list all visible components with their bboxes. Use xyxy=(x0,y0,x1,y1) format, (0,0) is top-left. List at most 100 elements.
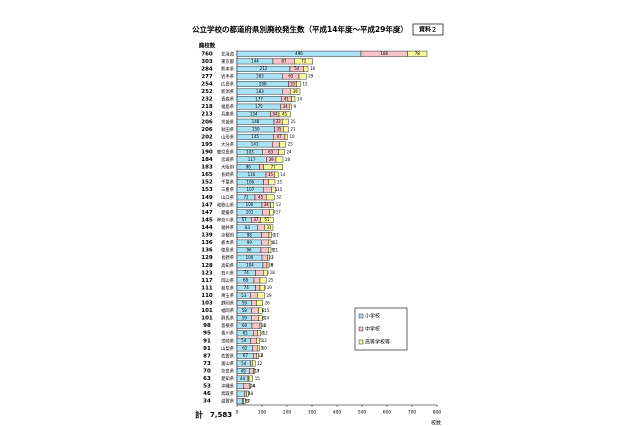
value-label: 29 xyxy=(308,74,314,79)
total-label: 34 xyxy=(203,399,211,405)
value-label: 25 xyxy=(268,278,274,283)
bar-segment xyxy=(250,337,257,344)
value-label: 37 xyxy=(253,217,259,222)
value-label: 18 xyxy=(270,270,276,275)
value-label: 15 xyxy=(277,187,283,192)
value-label: 54 xyxy=(241,338,247,343)
total-label: 145 xyxy=(201,217,213,223)
total-label: 165 xyxy=(201,172,213,178)
value-label: 23 xyxy=(244,399,250,404)
total-label: 254 xyxy=(201,81,213,87)
bar-segment xyxy=(264,224,274,231)
value-label: 19 xyxy=(258,346,264,351)
value-label: 12 xyxy=(258,353,264,358)
value-label: 28 xyxy=(285,157,291,162)
total-label: 184 xyxy=(201,157,213,163)
total-label: 206 xyxy=(201,127,213,133)
bar-segment xyxy=(303,65,309,72)
value-label: 99 xyxy=(247,240,253,245)
x-axis-label: 校数 xyxy=(431,420,441,426)
bar-segment xyxy=(270,201,274,208)
total-label: 144 xyxy=(201,225,213,231)
value-label: 45 xyxy=(282,112,288,117)
value-label: 100 xyxy=(246,255,254,260)
x-tick-label: 300 xyxy=(308,410,317,416)
value-label: 30 xyxy=(270,232,276,237)
value-label: 98 xyxy=(247,232,253,237)
value-label: 35 xyxy=(276,127,282,132)
total-label: 70 xyxy=(203,369,211,375)
total-label: 91 xyxy=(203,338,211,344)
x-tick-label: 700 xyxy=(408,410,417,416)
category-label: 山口県 xyxy=(221,194,235,201)
value-label: 141 xyxy=(251,142,259,147)
total-label: 117 xyxy=(201,278,213,284)
bar-segment xyxy=(236,398,243,405)
bar-segment xyxy=(278,149,285,155)
value-label: 4 xyxy=(252,383,255,388)
value-label: 83 xyxy=(245,225,251,230)
category-label: 神奈川県 xyxy=(217,216,235,223)
category-label: 和歌山県 xyxy=(217,201,235,208)
value-label: 22 xyxy=(269,255,275,260)
bar-segment xyxy=(269,209,274,216)
bar-segment xyxy=(243,398,246,405)
bar-segment xyxy=(275,156,284,163)
value-label: 24 xyxy=(287,149,293,154)
total-label: 136 xyxy=(201,248,213,254)
category-label: 熊本県 xyxy=(221,65,235,72)
value-label: 29 xyxy=(267,293,273,298)
bar-segment xyxy=(257,292,265,299)
value-label: 58 xyxy=(242,308,248,313)
bar-segment xyxy=(291,96,296,103)
value-label: 148 xyxy=(252,119,260,124)
bar-segment xyxy=(261,254,268,261)
x-tick-label: 100 xyxy=(258,410,267,416)
bar-segment xyxy=(256,337,260,344)
value-label: 15 xyxy=(303,81,309,86)
badge-box xyxy=(412,23,444,36)
value-label: 134 xyxy=(250,112,258,117)
value-label: 206 xyxy=(259,81,267,86)
bar-segment xyxy=(253,368,255,374)
category-label: 鳥取県 xyxy=(221,390,235,397)
value-label: 25 xyxy=(258,338,264,343)
bar-segment xyxy=(246,390,249,397)
bar-segment xyxy=(289,103,292,110)
total-label: 91 xyxy=(203,346,211,352)
category-label: 滋賀県 xyxy=(221,398,235,405)
category-label: 宮崎県 xyxy=(221,337,235,344)
value-label: 175 xyxy=(255,104,263,109)
value-label: 41 xyxy=(284,96,290,101)
value-label: 34 xyxy=(272,112,278,117)
bar-segment xyxy=(279,141,286,148)
bar-segment xyxy=(258,315,263,322)
value-label: 12 xyxy=(263,331,269,336)
value-label: 212 xyxy=(260,66,268,71)
bar-segment xyxy=(266,194,275,201)
bar-segment xyxy=(262,262,268,269)
total-label: 760 xyxy=(201,51,213,57)
total-label: 195 xyxy=(201,142,213,148)
legend-label: 中学校 xyxy=(365,326,380,333)
value-label: 49 xyxy=(241,368,247,373)
total-label: 277 xyxy=(201,74,213,80)
value-label: 34 xyxy=(264,202,270,207)
bar-segment xyxy=(260,217,274,223)
bar-segment xyxy=(283,126,289,133)
grand-total: 7,583 xyxy=(210,411,232,419)
value-label: 25 xyxy=(277,179,283,184)
category-label: 高知県 xyxy=(221,262,235,269)
value-label: 11 xyxy=(273,240,279,245)
value-label: 60 xyxy=(242,323,248,328)
value-label: 72 xyxy=(301,59,307,64)
bar-segment xyxy=(263,179,269,186)
total-label: 123 xyxy=(201,270,213,276)
value-label: 150 xyxy=(252,127,260,132)
value-label: 10 xyxy=(290,134,296,139)
value-label: 96 xyxy=(246,247,252,252)
value-label: 15 xyxy=(264,308,270,313)
value-label: 47 xyxy=(277,134,283,139)
bar-segment xyxy=(290,88,301,95)
value-label: 4 xyxy=(257,368,260,373)
